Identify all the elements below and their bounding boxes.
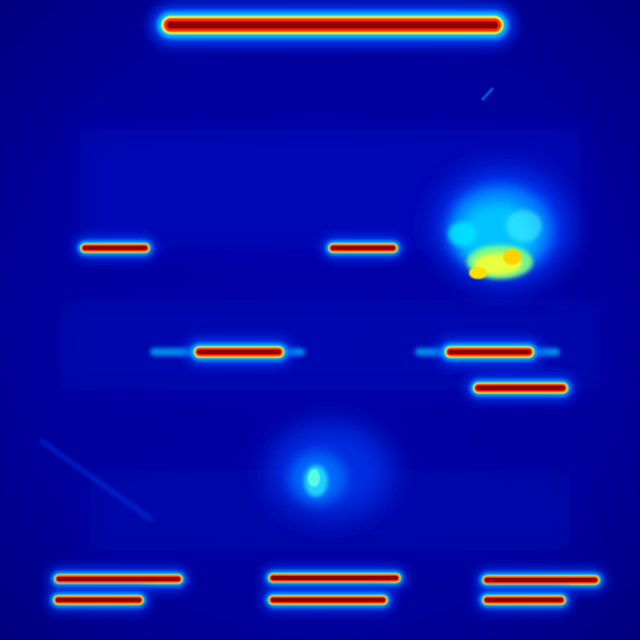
bar-top xyxy=(149,4,516,46)
bar-right-lower xyxy=(466,375,575,401)
bar-center-upper xyxy=(322,237,404,259)
diagonal-streak xyxy=(39,438,153,522)
hotspot-cloud-center xyxy=(268,422,392,518)
bar-right-middle xyxy=(415,339,560,365)
bar-bottom-left-2 xyxy=(47,589,150,611)
bar-bottom-left-1 xyxy=(48,568,189,590)
bar-left-upper xyxy=(74,237,156,259)
hotspot-bars xyxy=(47,4,606,611)
bar-bottom-mid-1 xyxy=(262,567,407,589)
hotspot-cloud-right xyxy=(437,170,569,286)
bar-bottom-right-1 xyxy=(476,569,606,591)
small-streak-top-right xyxy=(481,87,494,101)
bar-bottom-mid-2 xyxy=(262,589,394,611)
bar-bottom-right-2 xyxy=(476,589,572,611)
bar-left-middle xyxy=(150,339,305,365)
